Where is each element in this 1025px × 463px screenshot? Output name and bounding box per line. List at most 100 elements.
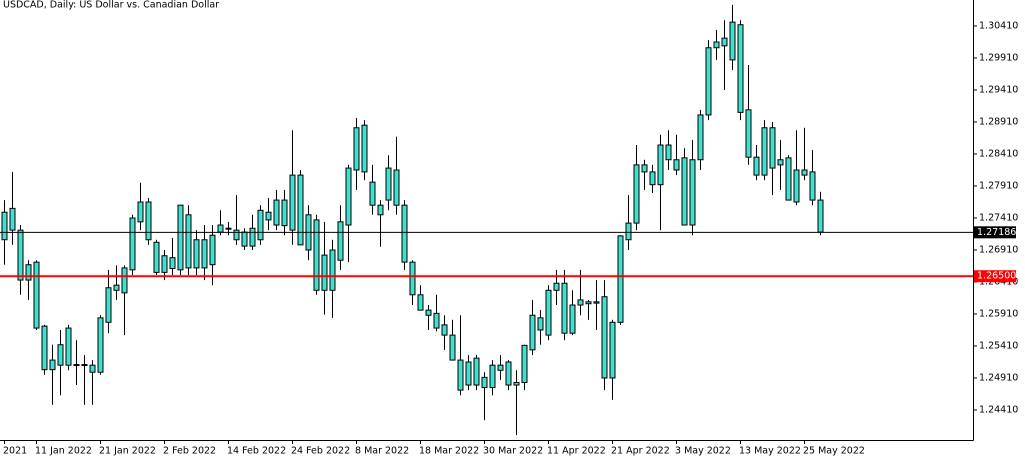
candle-body xyxy=(73,364,80,367)
candle-body xyxy=(49,359,56,371)
candle-body xyxy=(777,159,784,166)
candle-body xyxy=(161,255,168,273)
candle-body xyxy=(609,321,616,379)
candle-body xyxy=(753,156,760,176)
candle-body xyxy=(1,211,8,241)
candle-body xyxy=(225,227,232,230)
level-line-tag xyxy=(974,270,1016,283)
chart-title: USDCAD, Daily: US Dollar vs. Canadian Do… xyxy=(3,0,219,11)
candle-body xyxy=(529,314,536,351)
candle-body xyxy=(209,234,216,266)
candle-body xyxy=(249,227,256,247)
candle-body xyxy=(649,171,656,186)
x-tick-label: 2021 xyxy=(3,446,27,457)
candle-body xyxy=(153,241,160,273)
candle-body xyxy=(17,229,24,281)
y-tick-label: 1.24410 xyxy=(979,404,1018,415)
candle-body xyxy=(25,264,32,281)
candle-body xyxy=(697,114,704,161)
candle-body xyxy=(369,181,376,206)
x-tick-label: 21 Apr 2022 xyxy=(611,446,670,457)
candle-body xyxy=(345,167,352,226)
candle-body xyxy=(233,229,240,241)
candle-body xyxy=(337,221,344,261)
candle-body xyxy=(593,301,600,304)
price-line-tag xyxy=(974,226,1016,239)
candle-body xyxy=(121,267,128,294)
candle-body xyxy=(465,361,472,386)
y-tick-label: 1.27410 xyxy=(979,212,1018,223)
candle-body xyxy=(169,257,176,270)
candle-body xyxy=(201,239,208,269)
candle-body xyxy=(265,211,272,221)
candle-body xyxy=(297,174,304,246)
candle-body xyxy=(793,169,800,203)
candle-body xyxy=(689,159,696,226)
candle-body xyxy=(457,359,464,391)
candle-body xyxy=(473,357,480,386)
candle-body xyxy=(745,109,752,158)
candle-body xyxy=(41,325,48,371)
candle-body xyxy=(673,159,680,171)
candle-body xyxy=(321,254,328,291)
price-line-label: 1.27186 xyxy=(977,227,1016,238)
candle-body xyxy=(241,231,248,247)
x-tick-label: 30 Mar 2022 xyxy=(483,446,543,457)
y-tick-label: 1.29410 xyxy=(979,84,1018,95)
candle-body xyxy=(633,164,640,224)
candle-body xyxy=(665,144,672,161)
candle-body xyxy=(129,217,136,271)
x-tick-label: 18 Mar 2022 xyxy=(419,446,479,457)
candle-body xyxy=(273,199,280,226)
candle-body xyxy=(441,324,448,336)
candle-body xyxy=(217,224,224,233)
y-tick-label: 1.27910 xyxy=(979,180,1018,191)
candle-body xyxy=(113,284,120,291)
x-tick-label: 11 Jan 2022 xyxy=(35,446,92,457)
candle-body xyxy=(361,124,368,173)
candle-body xyxy=(785,157,792,201)
candle-body xyxy=(385,167,392,201)
candle-body xyxy=(561,282,568,334)
candle-body xyxy=(9,207,16,231)
candle-body xyxy=(89,364,96,373)
x-tick-label: 13 May 2022 xyxy=(739,446,801,457)
candle-body xyxy=(137,201,144,223)
candle-body xyxy=(449,334,456,361)
x-tick-label: 8 Mar 2022 xyxy=(355,446,409,457)
y-tick-label: 1.29910 xyxy=(979,52,1018,63)
candle-body xyxy=(817,199,824,233)
candle-body xyxy=(569,304,576,334)
level-line-label: 1.26500 xyxy=(977,271,1016,282)
candle-body xyxy=(545,289,552,336)
x-tick-label: 24 Feb 2022 xyxy=(291,446,350,457)
y-tick-label: 1.26910 xyxy=(979,244,1018,255)
x-tick-label: 3 May 2022 xyxy=(675,446,731,457)
candle-body xyxy=(425,309,432,316)
candle-body xyxy=(489,364,496,389)
candle-body xyxy=(401,204,408,263)
y-tick-label: 1.25410 xyxy=(979,340,1018,351)
candle-body xyxy=(505,361,512,386)
y-tick-label: 1.24910 xyxy=(979,372,1018,383)
y-tick-label: 1.28910 xyxy=(979,116,1018,127)
candle-body xyxy=(705,47,712,116)
candle-body xyxy=(313,219,320,291)
candle-body xyxy=(809,171,816,201)
candle-body xyxy=(729,21,736,61)
candle-body xyxy=(681,157,688,226)
candle-body xyxy=(657,144,664,186)
candle-body xyxy=(57,344,64,366)
candle-body xyxy=(353,127,360,171)
x-tick-label: 2 Feb 2022 xyxy=(163,446,216,457)
candle-body xyxy=(105,287,112,323)
candle-body xyxy=(393,169,400,206)
candle-body xyxy=(81,364,88,367)
candle-body xyxy=(177,204,184,271)
candle-body xyxy=(761,127,768,176)
candle-body xyxy=(713,41,720,49)
y-tick-label: 1.25910 xyxy=(979,308,1018,319)
candle-body xyxy=(433,312,440,329)
